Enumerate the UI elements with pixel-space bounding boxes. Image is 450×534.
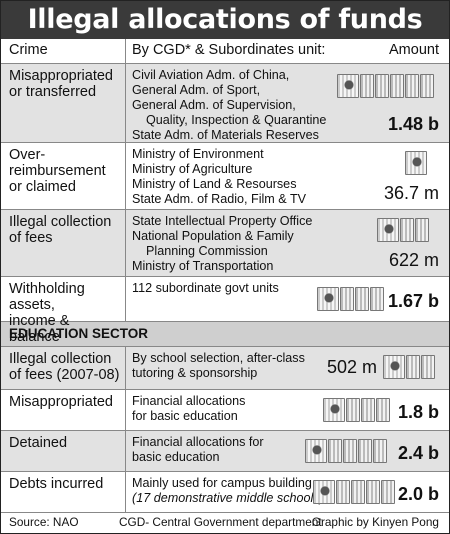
section-heading-education: EDUCATION SECTOR: [1, 322, 449, 347]
unit-line: Quality, Inspection & Quarantine: [146, 113, 327, 127]
crime-line: of fees: [9, 230, 53, 246]
unit-line: Mainly used for campus building: [132, 476, 312, 490]
header-crime: Crime: [9, 42, 48, 58]
unit-list: State Intellectual Property Office Natio…: [132, 214, 332, 274]
unit-line: Civil Aviation Adm. of China,: [132, 68, 290, 82]
crime-line: Illegal collection: [9, 214, 112, 230]
table-row: Misappropriated Financial allocations fo…: [1, 390, 449, 431]
table-row: Detained Financial allocations for basic…: [1, 431, 449, 472]
abbreviation-note: CGD- Central Government department: [119, 515, 322, 529]
crime-label: Misappropriated or transferred: [9, 68, 121, 100]
crime-line: Misappropriated: [9, 68, 113, 84]
table-row: Misappropriated or transferred Civil Avi…: [1, 64, 449, 143]
amount-value: 36.7 m: [383, 183, 439, 203]
crime-line: Withholding assets,: [9, 281, 85, 313]
crime-label: Withholding assets, income & balance: [9, 281, 121, 345]
crime-label: Debts incurred: [9, 476, 121, 492]
crime-line: Over-: [9, 147, 46, 163]
unit-line: National Population & Family: [132, 229, 294, 243]
crime-line: Detained: [9, 435, 68, 451]
banknote-stack-icon: [377, 218, 430, 242]
amount-value: 622 m: [388, 250, 439, 270]
unit-list: Mainly used for campus building (17 demo…: [132, 476, 332, 506]
graphic-credit: Graphic by Kinyen Pong: [311, 515, 439, 529]
unit-line: Ministry of Transportation: [132, 259, 274, 273]
column-divider: [125, 277, 126, 321]
unit-line: tutoring & sponsorship: [132, 366, 258, 380]
unit-list: Financial allocations for basic educatio…: [132, 394, 332, 424]
unit-list: 112 subordinate govt units: [132, 281, 332, 296]
unit-list: Civil Aviation Adm. of China, General Ad…: [132, 68, 332, 143]
amount-value: 2.0 b: [397, 484, 439, 504]
column-divider: [125, 143, 126, 209]
column-divider: [125, 347, 126, 389]
banknote-stack-icon: [337, 74, 435, 98]
crime-label: Illegal collection of fees: [9, 214, 121, 246]
crime-label: Detained: [9, 435, 121, 451]
unit-line: Ministry of Environment: [132, 147, 264, 161]
banknote-stack-icon: [317, 287, 385, 311]
crime-line: of fees (2007-08): [9, 367, 120, 383]
banknote-stack-icon: [383, 355, 436, 379]
crime-line: or claimed: [9, 179, 76, 195]
unit-line: (17 demonstrative middle schools): [132, 491, 324, 505]
unit-line: State Adm. of Radio, Film & TV: [132, 192, 307, 206]
amount-value: 2.4 b: [397, 443, 439, 463]
unit-line: 112 subordinate govt units: [132, 281, 279, 295]
unit-line: Ministry of Land & Resourses: [132, 177, 297, 191]
table-row: Illegal collection of fees (2007-08) By …: [1, 347, 449, 390]
crime-line: income & balance: [9, 313, 70, 345]
unit-list: By school selection, after-class tutorin…: [132, 351, 332, 381]
banknote-stack-icon: [313, 480, 396, 504]
crime-line: Illegal collection: [9, 351, 112, 367]
column-divider: [125, 64, 126, 142]
unit-line: General Adm. of Supervision,: [132, 98, 296, 112]
table-row: Debts incurred Mainly used for campus bu…: [1, 472, 449, 513]
crime-line: reimbursement: [9, 163, 106, 179]
amount-value: 502 m: [326, 357, 377, 377]
crime-line: Debts incurred: [9, 476, 104, 492]
column-header-row: Crime By CGD* & Subordinates unit: Amoun…: [1, 39, 449, 64]
amount-value: 1.67 b: [387, 291, 439, 311]
crime-line: or transferred: [9, 84, 97, 100]
crime-line: Misappropriated: [9, 394, 113, 410]
table-row: Withholding assets, income & balance 112…: [1, 277, 449, 345]
column-divider: [125, 390, 126, 430]
unit-line: State Adm. of Materials Reserves: [132, 128, 319, 142]
header-amount: Amount: [389, 42, 439, 58]
banknote-stack-icon: [305, 439, 388, 463]
unit-line: By school selection, after-class: [132, 351, 305, 365]
source-note: Source: NAO: [9, 515, 79, 529]
footer: Source: NAO CGD- Central Government depa…: [1, 511, 449, 533]
table-row: Illegal collection of fees State Intelle…: [1, 210, 449, 277]
header-unit: By CGD* & Subordinates unit:: [132, 42, 326, 58]
unit-list: Ministry of Environment Ministry of Agri…: [132, 147, 332, 207]
column-divider: [125, 431, 126, 471]
crime-label: Illegal collection of fees (2007-08): [9, 351, 121, 383]
table-row: Over- reimbursement or claimed Ministry …: [1, 143, 449, 210]
unit-line: Ministry of Agriculture: [132, 162, 253, 176]
crime-label: Misappropriated: [9, 394, 121, 410]
crime-label: Over- reimbursement or claimed: [9, 147, 121, 195]
unit-list: Financial allocations for basic educatio…: [132, 435, 332, 465]
column-divider: [125, 210, 126, 276]
unit-line: Planning Commission: [146, 244, 268, 258]
banknote-stack-icon: [405, 151, 428, 175]
amount-value: 1.48 b: [387, 114, 439, 134]
unit-line: Financial allocations: [132, 394, 246, 408]
amount-value: 1.8 b: [397, 402, 439, 422]
column-divider: [125, 472, 126, 512]
column-divider: [125, 39, 126, 63]
banknote-stack-icon: [323, 398, 391, 422]
unit-line: Financial allocations for: [132, 435, 264, 449]
unit-line: for basic education: [132, 409, 238, 423]
unit-line: State Intellectual Property Office: [132, 214, 313, 228]
unit-line: basic education: [132, 450, 220, 464]
unit-line: General Adm. of Sport,: [132, 83, 261, 97]
infographic-title: Illegal allocations of funds: [1, 1, 449, 39]
